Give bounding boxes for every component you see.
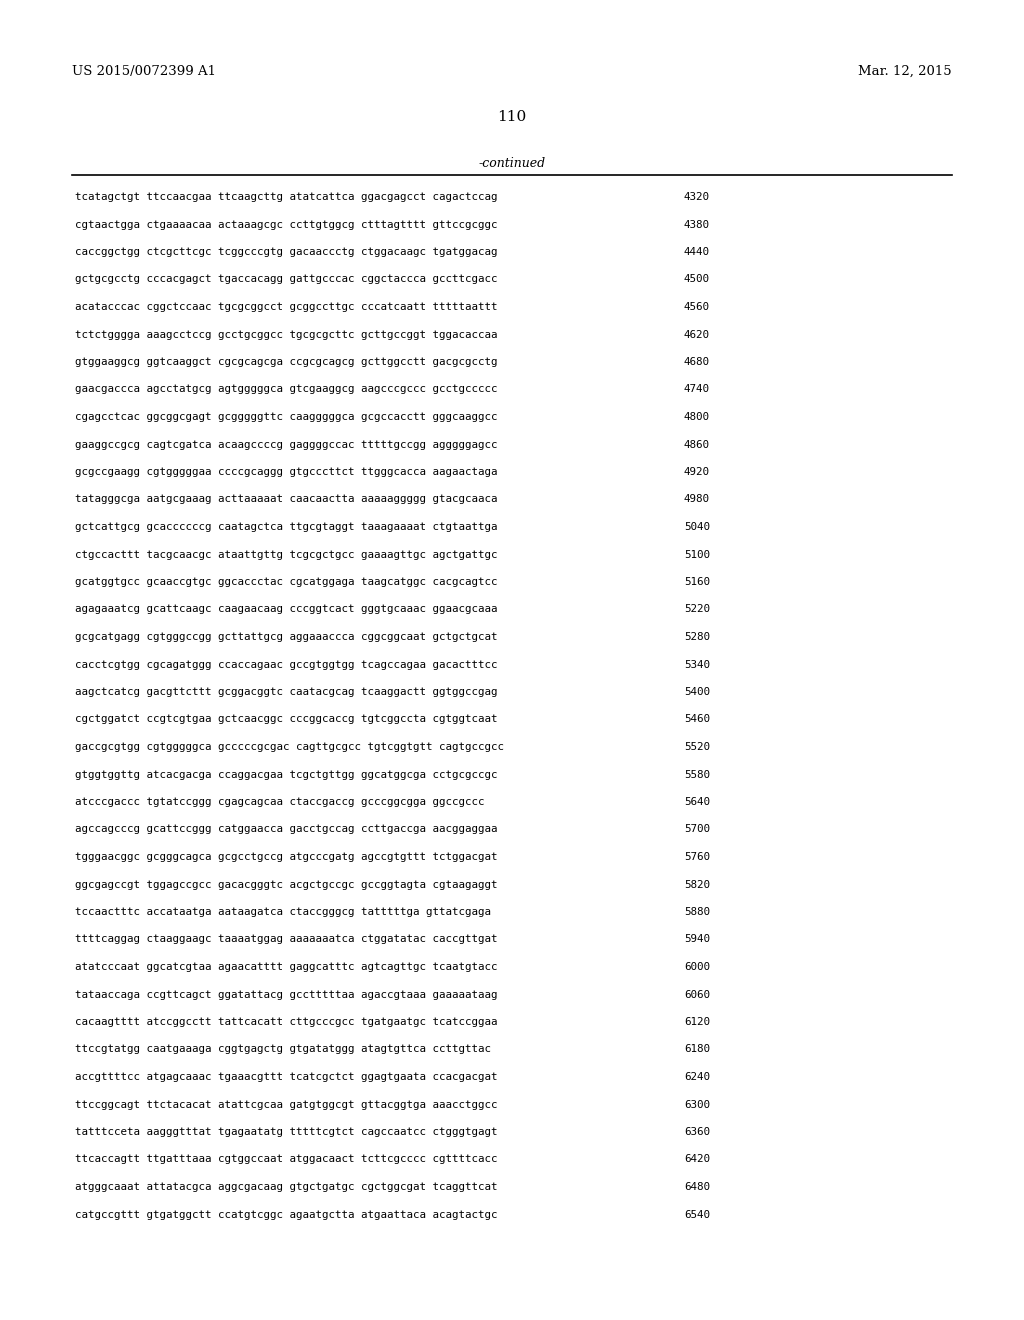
- Text: 5160: 5160: [684, 577, 710, 587]
- Text: accgttttcc atgagcaaac tgaaacgttt tcatcgctct ggagtgaata ccacgacgat: accgttttcc atgagcaaac tgaaacgttt tcatcgc…: [75, 1072, 498, 1082]
- Text: 6540: 6540: [684, 1209, 710, 1220]
- Text: tccaactttc accataatga aataagatca ctaccgggcg tatttttga gttatcgaga: tccaactttc accataatga aataagatca ctaccgg…: [75, 907, 490, 917]
- Text: 6480: 6480: [684, 1181, 710, 1192]
- Text: ttttcaggag ctaaggaagc taaaatggag aaaaaaatca ctggatatac caccgttgat: ttttcaggag ctaaggaagc taaaatggag aaaaaaa…: [75, 935, 498, 945]
- Text: 4620: 4620: [684, 330, 710, 339]
- Text: 4680: 4680: [684, 356, 710, 367]
- Text: 4500: 4500: [684, 275, 710, 285]
- Text: gcgccgaagg cgtgggggaa ccccgcaggg gtgcccttct ttgggcacca aagaactaga: gcgccgaagg cgtgggggaa ccccgcaggg gtgccct…: [75, 467, 498, 477]
- Text: gctgcgcctg cccacgagct tgaccacagg gattgcccac cggctaccca gccttcgacc: gctgcgcctg cccacgagct tgaccacagg gattgcc…: [75, 275, 498, 285]
- Text: gaacgaccca agcctatgcg agtgggggca gtcgaaggcg aagcccgccc gcctgccccc: gaacgaccca agcctatgcg agtgggggca gtcgaag…: [75, 384, 498, 395]
- Text: tatttcceta aagggtttat tgagaatatg tttttcgtct cagccaatcc ctgggtgagt: tatttcceta aagggtttat tgagaatatg tttttcg…: [75, 1127, 498, 1137]
- Text: 5700: 5700: [684, 825, 710, 834]
- Text: 5640: 5640: [684, 797, 710, 807]
- Text: 6360: 6360: [684, 1127, 710, 1137]
- Text: tctctgggga aaagcctccg gcctgcggcc tgcgcgcttc gcttgccggt tggacaccaa: tctctgggga aaagcctccg gcctgcggcc tgcgcgc…: [75, 330, 498, 339]
- Text: 6120: 6120: [684, 1016, 710, 1027]
- Text: 5400: 5400: [684, 686, 710, 697]
- Text: US 2015/0072399 A1: US 2015/0072399 A1: [72, 65, 216, 78]
- Text: acatacccac cggctccaac tgcgcggcct gcggccttgc cccatcaatt tttttaattt: acatacccac cggctccaac tgcgcggcct gcggcct…: [75, 302, 498, 312]
- Text: -continued: -continued: [478, 157, 546, 170]
- Text: 5280: 5280: [684, 632, 710, 642]
- Text: catgccgttt gtgatggctt ccatgtcggc agaatgctta atgaattaca acagtactgc: catgccgttt gtgatggctt ccatgtcggc agaatgc…: [75, 1209, 498, 1220]
- Text: 5880: 5880: [684, 907, 710, 917]
- Text: 5340: 5340: [684, 660, 710, 669]
- Text: 4980: 4980: [684, 495, 710, 504]
- Text: 4320: 4320: [684, 191, 710, 202]
- Text: gaccgcgtgg cgtgggggca gcccccgcgac cagttgcgcc tgtcggtgtt cagtgccgcc: gaccgcgtgg cgtgggggca gcccccgcgac cagttg…: [75, 742, 504, 752]
- Text: atcccgaccc tgtatccggg cgagcagcaa ctaccgaccg gcccggcgga ggccgccc: atcccgaccc tgtatccggg cgagcagcaa ctaccga…: [75, 797, 484, 807]
- Text: Mar. 12, 2015: Mar. 12, 2015: [858, 65, 952, 78]
- Text: 4860: 4860: [684, 440, 710, 450]
- Text: 5580: 5580: [684, 770, 710, 780]
- Text: 4800: 4800: [684, 412, 710, 422]
- Text: gctcattgcg gcaccccccg caatagctca ttgcgtaggt taaagaaaat ctgtaattga: gctcattgcg gcaccccccg caatagctca ttgcgta…: [75, 521, 498, 532]
- Text: gcatggtgcc gcaaccgtgc ggcaccctac cgcatggaga taagcatggc cacgcagtcc: gcatggtgcc gcaaccgtgc ggcaccctac cgcatgg…: [75, 577, 498, 587]
- Text: 6240: 6240: [684, 1072, 710, 1082]
- Text: ttccggcagt ttctacacat atattcgcaa gatgtggcgt gttacggtga aaacctggcc: ttccggcagt ttctacacat atattcgcaa gatgtgg…: [75, 1100, 498, 1110]
- Text: gcgcatgagg cgtgggccgg gcttattgcg aggaaaccca cggcggcaat gctgctgcat: gcgcatgagg cgtgggccgg gcttattgcg aggaaac…: [75, 632, 498, 642]
- Text: 5940: 5940: [684, 935, 710, 945]
- Text: 6420: 6420: [684, 1155, 710, 1164]
- Text: 5100: 5100: [684, 549, 710, 560]
- Text: 4920: 4920: [684, 467, 710, 477]
- Text: atgggcaaat attatacgca aggcgacaag gtgctgatgc cgctggcgat tcaggttcat: atgggcaaat attatacgca aggcgacaag gtgctga…: [75, 1181, 498, 1192]
- Text: cgctggatct ccgtcgtgaa gctcaacggc cccggcaccg tgtcggccta cgtggtcaat: cgctggatct ccgtcgtgaa gctcaacggc cccggca…: [75, 714, 498, 725]
- Text: aagctcatcg gacgttcttt gcggacggtc caatacgcag tcaaggactt ggtggccgag: aagctcatcg gacgttcttt gcggacggtc caatacg…: [75, 686, 498, 697]
- Text: 6060: 6060: [684, 990, 710, 999]
- Text: gaaggccgcg cagtcgatca acaagccccg gaggggccac tttttgccgg agggggagcc: gaaggccgcg cagtcgatca acaagccccg gaggggc…: [75, 440, 498, 450]
- Text: atatcccaat ggcatcgtaa agaacatttt gaggcatttc agtcagttgc tcaatgtacc: atatcccaat ggcatcgtaa agaacatttt gaggcat…: [75, 962, 498, 972]
- Text: gtggaaggcg ggtcaaggct cgcgcagcga ccgcgcagcg gcttggcctt gacgcgcctg: gtggaaggcg ggtcaaggct cgcgcagcga ccgcgca…: [75, 356, 498, 367]
- Text: cacaagtttt atccggcctt tattcacatt cttgcccgcc tgatgaatgc tcatccggaa: cacaagtttt atccggcctt tattcacatt cttgccc…: [75, 1016, 498, 1027]
- Text: cacctcgtgg cgcagatggg ccaccagaac gccgtggtgg tcagccagaa gacactttcc: cacctcgtgg cgcagatggg ccaccagaac gccgtgg…: [75, 660, 498, 669]
- Text: tgggaacggc gcgggcagca gcgcctgccg atgcccgatg agccgtgttt tctggacgat: tgggaacggc gcgggcagca gcgcctgccg atgcccg…: [75, 851, 498, 862]
- Text: ttcaccagtt ttgatttaaa cgtggccaat atggacaact tcttcgcccc cgttttcacc: ttcaccagtt ttgatttaaa cgtggccaat atggaca…: [75, 1155, 498, 1164]
- Text: cgtaactgga ctgaaaacaa actaaagcgc ccttgtggcg ctttagtttt gttccgcggc: cgtaactgga ctgaaaacaa actaaagcgc ccttgtg…: [75, 219, 498, 230]
- Text: 5820: 5820: [684, 879, 710, 890]
- Text: ctgccacttt tacgcaacgc ataattgttg tcgcgctgcc gaaaagttgc agctgattgc: ctgccacttt tacgcaacgc ataattgttg tcgcgct…: [75, 549, 498, 560]
- Text: 110: 110: [498, 110, 526, 124]
- Text: caccggctgg ctcgcttcgc tcggcccgtg gacaaccctg ctggacaagc tgatggacag: caccggctgg ctcgcttcgc tcggcccgtg gacaacc…: [75, 247, 498, 257]
- Text: ggcgagccgt tggagccgcc gacacgggtc acgctgccgc gccggtagta cgtaagaggt: ggcgagccgt tggagccgcc gacacgggtc acgctgc…: [75, 879, 498, 890]
- Text: agagaaatcg gcattcaagc caagaacaag cccggtcact gggtgcaaac ggaacgcaaa: agagaaatcg gcattcaagc caagaacaag cccggtc…: [75, 605, 498, 615]
- Text: tatagggcga aatgcgaaag acttaaaaat caacaactta aaaaaggggg gtacgcaaca: tatagggcga aatgcgaaag acttaaaaat caacaac…: [75, 495, 498, 504]
- Text: agccagcccg gcattccggg catggaacca gacctgccag ccttgaccga aacggaggaa: agccagcccg gcattccggg catggaacca gacctgc…: [75, 825, 498, 834]
- Text: tataaccaga ccgttcagct ggatattacg gcctttttaa agaccgtaaa gaaaaataag: tataaccaga ccgttcagct ggatattacg gcctttt…: [75, 990, 498, 999]
- Text: 5520: 5520: [684, 742, 710, 752]
- Text: gtggtggttg atcacgacga ccaggacgaa tcgctgttgg ggcatggcga cctgcgccgc: gtggtggttg atcacgacga ccaggacgaa tcgctgt…: [75, 770, 498, 780]
- Text: ttccgtatgg caatgaaaga cggtgagctg gtgatatggg atagtgttca ccttgttac: ttccgtatgg caatgaaaga cggtgagctg gtgatat…: [75, 1044, 490, 1055]
- Text: 5220: 5220: [684, 605, 710, 615]
- Text: 5040: 5040: [684, 521, 710, 532]
- Text: 5460: 5460: [684, 714, 710, 725]
- Text: cgagcctcac ggcggcgagt gcgggggttc caagggggca gcgccacctt gggcaaggcc: cgagcctcac ggcggcgagt gcgggggttc caagggg…: [75, 412, 498, 422]
- Text: 4380: 4380: [684, 219, 710, 230]
- Text: 4740: 4740: [684, 384, 710, 395]
- Text: 6180: 6180: [684, 1044, 710, 1055]
- Text: 6300: 6300: [684, 1100, 710, 1110]
- Text: 6000: 6000: [684, 962, 710, 972]
- Text: 5760: 5760: [684, 851, 710, 862]
- Text: tcatagctgt ttccaacgaa ttcaagcttg atatcattca ggacgagcct cagactccag: tcatagctgt ttccaacgaa ttcaagcttg atatcat…: [75, 191, 498, 202]
- Text: 4560: 4560: [684, 302, 710, 312]
- Text: 4440: 4440: [684, 247, 710, 257]
